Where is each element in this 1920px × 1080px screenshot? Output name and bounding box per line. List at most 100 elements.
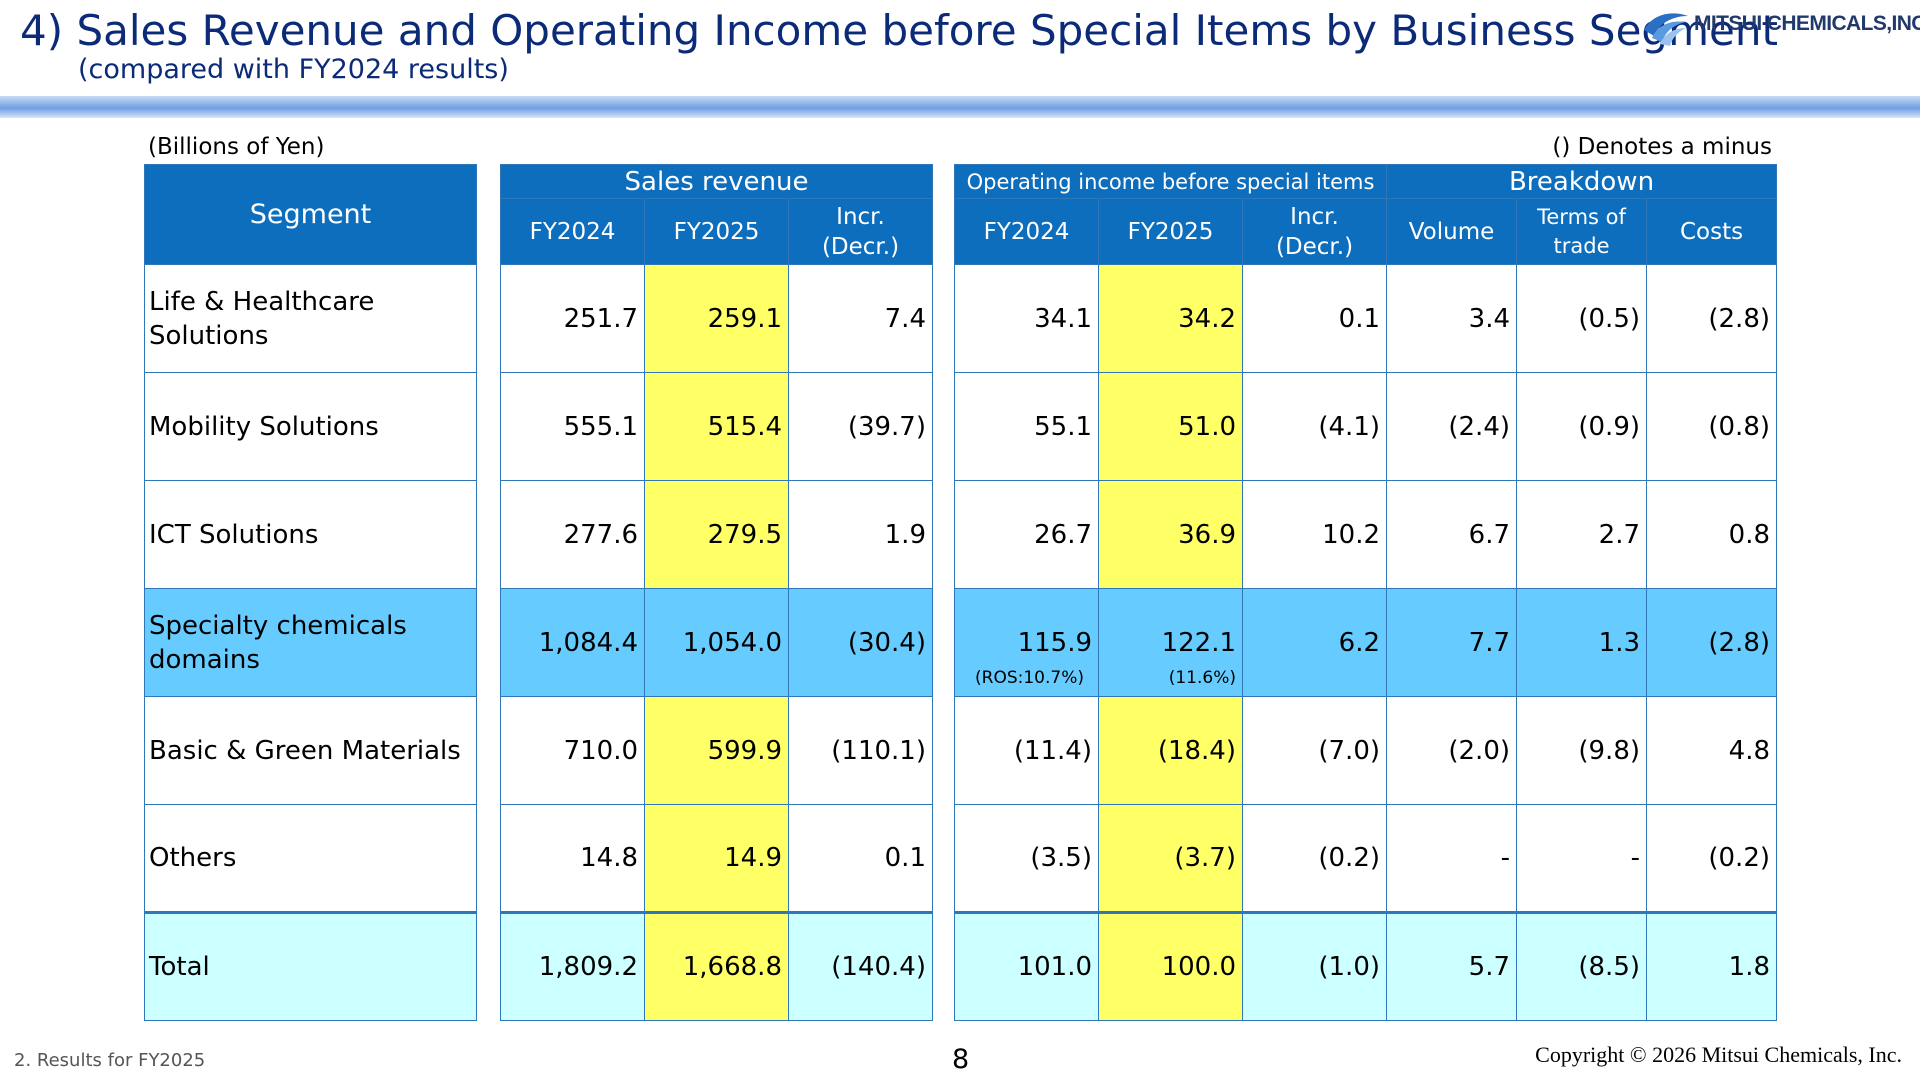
company-logo: MITSUI CHEMICALS,INC. bbox=[1642, 8, 1920, 54]
header-divider bbox=[0, 96, 1920, 118]
table-row: 710.0 599.9 (110.1) bbox=[500, 696, 933, 805]
table-cell: 55.1 bbox=[954, 372, 1099, 481]
table-cell: (1.0) bbox=[1241, 911, 1388, 1021]
table-cell: 122.1 (11.6%) bbox=[1098, 588, 1243, 697]
table-cell: (18.4) bbox=[1098, 696, 1243, 805]
table-cell: (0.8) bbox=[1646, 372, 1778, 481]
column-header: Costs bbox=[1646, 198, 1778, 265]
table-cell: (8.5) bbox=[1516, 911, 1648, 1021]
column-header: FY2025 bbox=[1098, 198, 1243, 265]
segment-name: Total bbox=[144, 911, 477, 1021]
column-header: FY2024 bbox=[954, 198, 1099, 265]
table-cell: 515.4 bbox=[644, 372, 789, 481]
cell-value: 122.1 bbox=[1161, 627, 1236, 658]
table-row: 115.9 (ROS:10.7%) 122.1 (11.6%) 6.2 7.7 … bbox=[954, 588, 1778, 697]
column-header: Terms of trade bbox=[1516, 198, 1648, 265]
table-cell: 251.7 bbox=[500, 264, 645, 373]
table-cell: 5.7 bbox=[1386, 911, 1518, 1021]
table-cell: 6.7 bbox=[1386, 480, 1518, 589]
table-row: 251.7 259.1 7.4 bbox=[500, 264, 933, 373]
segment-name: Specialty chemicals domains bbox=[144, 588, 477, 697]
table-cell: 14.9 bbox=[644, 804, 789, 913]
table-cell: 0.1 bbox=[1241, 264, 1388, 373]
table-cell: 101.0 bbox=[954, 911, 1099, 1021]
page-title: 4) Sales Revenue and Operating Income be… bbox=[20, 6, 1778, 55]
table-cell: - bbox=[1386, 804, 1518, 913]
breakdown-header: Breakdown bbox=[1386, 164, 1778, 199]
sales-revenue-header: Sales revenue bbox=[500, 164, 933, 199]
copyright-text: Copyright © 2026 Mitsui Chemicals, Inc. bbox=[1535, 1042, 1902, 1067]
table-cell: (0.9) bbox=[1516, 372, 1648, 481]
segment-name: Others bbox=[144, 804, 477, 913]
table-cell: 1,809.2 bbox=[500, 911, 645, 1021]
table-cell: 1.8 bbox=[1646, 911, 1778, 1021]
segment-table: Segment Life & Healthcare Solutions Mobi… bbox=[144, 164, 477, 1021]
table-cell: 2.7 bbox=[1516, 480, 1648, 589]
table-cell: (2.4) bbox=[1386, 372, 1518, 481]
table-cell: (110.1) bbox=[788, 696, 933, 805]
table-row: 101.0 100.0 (1.0) 5.7 (8.5) 1.8 bbox=[954, 911, 1778, 1021]
table-cell: 26.7 bbox=[954, 480, 1099, 589]
sales-revenue-table: Sales revenue FY2024 FY2025 Incr. (Decr.… bbox=[500, 164, 933, 1021]
table-cell: 14.8 bbox=[500, 804, 645, 913]
ros-note: (11.6%) bbox=[1168, 668, 1236, 688]
table-cell: 100.0 bbox=[1098, 911, 1243, 1021]
table-cell: (4.1) bbox=[1241, 372, 1388, 481]
table-cell: (0.5) bbox=[1516, 264, 1648, 373]
table-cell: 34.1 bbox=[954, 264, 1099, 373]
segment-header: Segment bbox=[144, 164, 477, 265]
table-cell: 1,084.4 bbox=[500, 588, 645, 697]
operating-income-header: Operating income before special items bbox=[953, 164, 1388, 199]
table-cell: 1.3 bbox=[1516, 588, 1648, 697]
table-cell: 599.9 bbox=[644, 696, 789, 805]
table-row: 555.1 515.4 (39.7) bbox=[500, 372, 933, 481]
table-cell: 10.2 bbox=[1241, 480, 1388, 589]
table-cell: 1.9 bbox=[788, 480, 933, 589]
table-row: (11.4) (18.4) (7.0) (2.0) (9.8) 4.8 bbox=[954, 696, 1778, 805]
table-cell: 115.9 (ROS:10.7%) bbox=[954, 588, 1099, 697]
segment-name: ICT Solutions bbox=[144, 480, 477, 589]
column-header: Incr. (Decr.) bbox=[788, 198, 933, 265]
column-header: Volume bbox=[1386, 198, 1518, 265]
table-cell: 3.4 bbox=[1386, 264, 1518, 373]
logo-text: MITSUI CHEMICALS,INC. bbox=[1694, 12, 1920, 35]
table-row: 1,809.2 1,668.8 (140.4) bbox=[500, 911, 933, 1021]
table-cell: (11.4) bbox=[954, 696, 1099, 805]
segment-name: Basic & Green Materials bbox=[144, 696, 477, 805]
table-cell: 277.6 bbox=[500, 480, 645, 589]
table-cell: (140.4) bbox=[788, 911, 933, 1021]
table-cell: (0.2) bbox=[1646, 804, 1778, 913]
table-cell: 710.0 bbox=[500, 696, 645, 805]
table-row: 14.8 14.9 0.1 bbox=[500, 804, 933, 913]
table-cell: (3.5) bbox=[954, 804, 1099, 913]
table-cell: 51.0 bbox=[1098, 372, 1243, 481]
table-cell: (3.7) bbox=[1098, 804, 1243, 913]
table-row: (3.5) (3.7) (0.2) - - (0.2) bbox=[954, 804, 1778, 913]
table-cell: 34.2 bbox=[1098, 264, 1243, 373]
table-cell: (9.8) bbox=[1516, 696, 1648, 805]
page-subtitle: (compared with FY2024 results) bbox=[78, 54, 509, 85]
table-cell: (39.7) bbox=[788, 372, 933, 481]
table-row: 277.6 279.5 1.9 bbox=[500, 480, 933, 589]
table-cell: (2.0) bbox=[1386, 696, 1518, 805]
table-cell: 36.9 bbox=[1098, 480, 1243, 589]
table-cell: (0.2) bbox=[1241, 804, 1388, 913]
operating-income-table: Operating income before special items Br… bbox=[953, 164, 1778, 1021]
logo-mark-icon bbox=[1644, 13, 1688, 46]
segment-name: Life & Healthcare Solutions bbox=[144, 264, 477, 373]
table-cell: (7.0) bbox=[1241, 696, 1388, 805]
table-cell: (2.8) bbox=[1646, 588, 1778, 697]
table-cell: (30.4) bbox=[788, 588, 933, 697]
page-number: 8 bbox=[952, 1044, 970, 1075]
table-row: 26.7 36.9 10.2 6.7 2.7 0.8 bbox=[954, 480, 1778, 589]
section-label: 2. Results for FY2025 bbox=[14, 1050, 206, 1071]
table-cell: 555.1 bbox=[500, 372, 645, 481]
table-cell: 7.4 bbox=[788, 264, 933, 373]
table-cell: 279.5 bbox=[644, 480, 789, 589]
table-row: 55.1 51.0 (4.1) (2.4) (0.9) (0.8) bbox=[954, 372, 1778, 481]
table-cell: 259.1 bbox=[644, 264, 789, 373]
column-header: Incr. (Decr.) bbox=[1241, 198, 1388, 265]
segment-name: Mobility Solutions bbox=[144, 372, 477, 481]
table-cell: 0.1 bbox=[788, 804, 933, 913]
table-cell: 1,668.8 bbox=[644, 911, 789, 1021]
